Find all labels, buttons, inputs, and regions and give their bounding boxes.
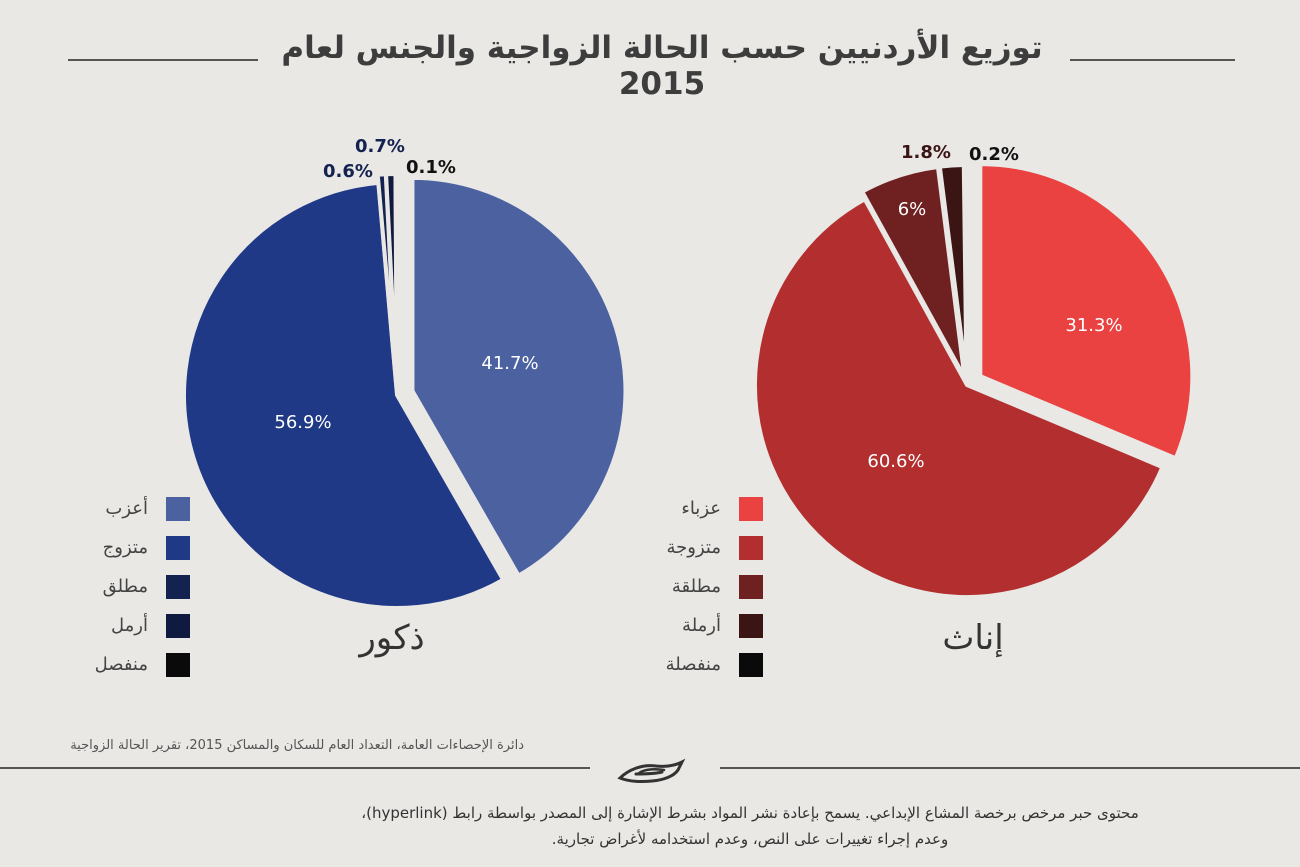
female-legend-swatch-3	[739, 614, 763, 638]
male-legend-label-2: مطلق	[102, 576, 148, 597]
footer-divider-left	[0, 767, 590, 769]
female-legend-swatch-1	[739, 536, 763, 560]
male-legend-swatch-4	[166, 653, 190, 677]
title-divider-right	[1070, 59, 1235, 61]
female-slice-label-2: 6%	[898, 199, 927, 220]
male-legend-label-1: متزوج	[102, 537, 148, 558]
male-legend-item-2: مطلق	[0, 574, 190, 600]
female-legend-label-2: مطلقة	[671, 576, 721, 597]
female-legend-swatch-2	[739, 575, 763, 599]
male-legend-swatch-2	[166, 575, 190, 599]
female-legend-label-4: منفصلة	[665, 654, 721, 675]
male-legend-item-0: أعزب	[0, 496, 190, 522]
female-slice-label-4: 0.2%	[969, 144, 1019, 165]
female-legend-item-2: مطلقة	[573, 574, 763, 600]
female-legend-item-3: أرملة	[573, 613, 763, 639]
female-legend-item-0: عزباء	[573, 496, 763, 522]
female-legend-label-1: متزوجة	[666, 537, 721, 558]
male-slice-label-3: 0.7%	[355, 136, 405, 157]
female-legend-swatch-0	[739, 497, 763, 521]
male-legend-item-3: أرمل	[0, 613, 190, 639]
female-slice-label-3: 1.8%	[901, 142, 951, 163]
male-slice-label-1: 56.9%	[274, 412, 331, 433]
male-legend-item-4: منفصل	[0, 652, 190, 678]
female-slice-label-0: 31.3%	[1065, 315, 1122, 336]
female-legend-label-3: أرملة	[682, 615, 721, 636]
footer-divider-right	[720, 767, 1300, 769]
license-line-1: محتوى حبر مرخص برخصة المشاع الإبداعي. يس…	[361, 804, 1139, 822]
male-slice-label-0: 41.7%	[481, 353, 538, 374]
chart-title: توزيع الأردنيين حسب الحالة الزواجية والج…	[281, 30, 1043, 102]
male-legend-swatch-3	[166, 614, 190, 638]
male-slice-4	[393, 171, 399, 389]
title-divider-left	[68, 59, 258, 61]
title-row: توزيع الأردنيين حسب الحالة الزواجية والج…	[0, 30, 1300, 102]
hiber-logo-icon	[617, 758, 686, 784]
female-legend-swatch-4	[739, 653, 763, 677]
male-pie-caption: ذكور	[359, 618, 425, 658]
male-legend-label-4: منفصل	[94, 654, 148, 675]
female-pie-caption: إناث	[942, 618, 1004, 658]
male-legend-swatch-0	[166, 497, 190, 521]
male-pie	[182, 171, 628, 610]
male-slice-label-4: 0.1%	[406, 157, 456, 178]
male-legend-item-1: متزوج	[0, 535, 190, 561]
female-legend-label-0: عزباء	[681, 498, 721, 519]
female-legend-item-1: متزوجة	[573, 535, 763, 561]
female-legend-item-4: منفصلة	[573, 652, 763, 678]
source-note: دائرة الإحصاءات العامة، التعداد العام لل…	[70, 738, 524, 753]
male-slice-1	[182, 180, 506, 610]
female-slice-0	[978, 162, 1195, 461]
license-text: محتوى حبر مرخص برخصة المشاع الإبداعي. يس…	[200, 800, 1300, 852]
female-slice-1	[753, 197, 1165, 599]
female-slice-4	[962, 163, 969, 379]
female-slice-label-1: 60.6%	[867, 451, 924, 472]
male-slice-0	[410, 175, 628, 578]
license-line-2: وعدم إجراء تغييرات على النص، وعدم استخدا…	[551, 830, 949, 848]
male-slice-label-2: 0.6%	[323, 161, 373, 182]
male-legend-swatch-1	[166, 536, 190, 560]
female-slice-2	[860, 165, 967, 380]
male-legend-label-3: أرمل	[111, 615, 148, 636]
female-pie	[753, 162, 1195, 599]
male-legend-label-0: أعزب	[105, 498, 148, 519]
